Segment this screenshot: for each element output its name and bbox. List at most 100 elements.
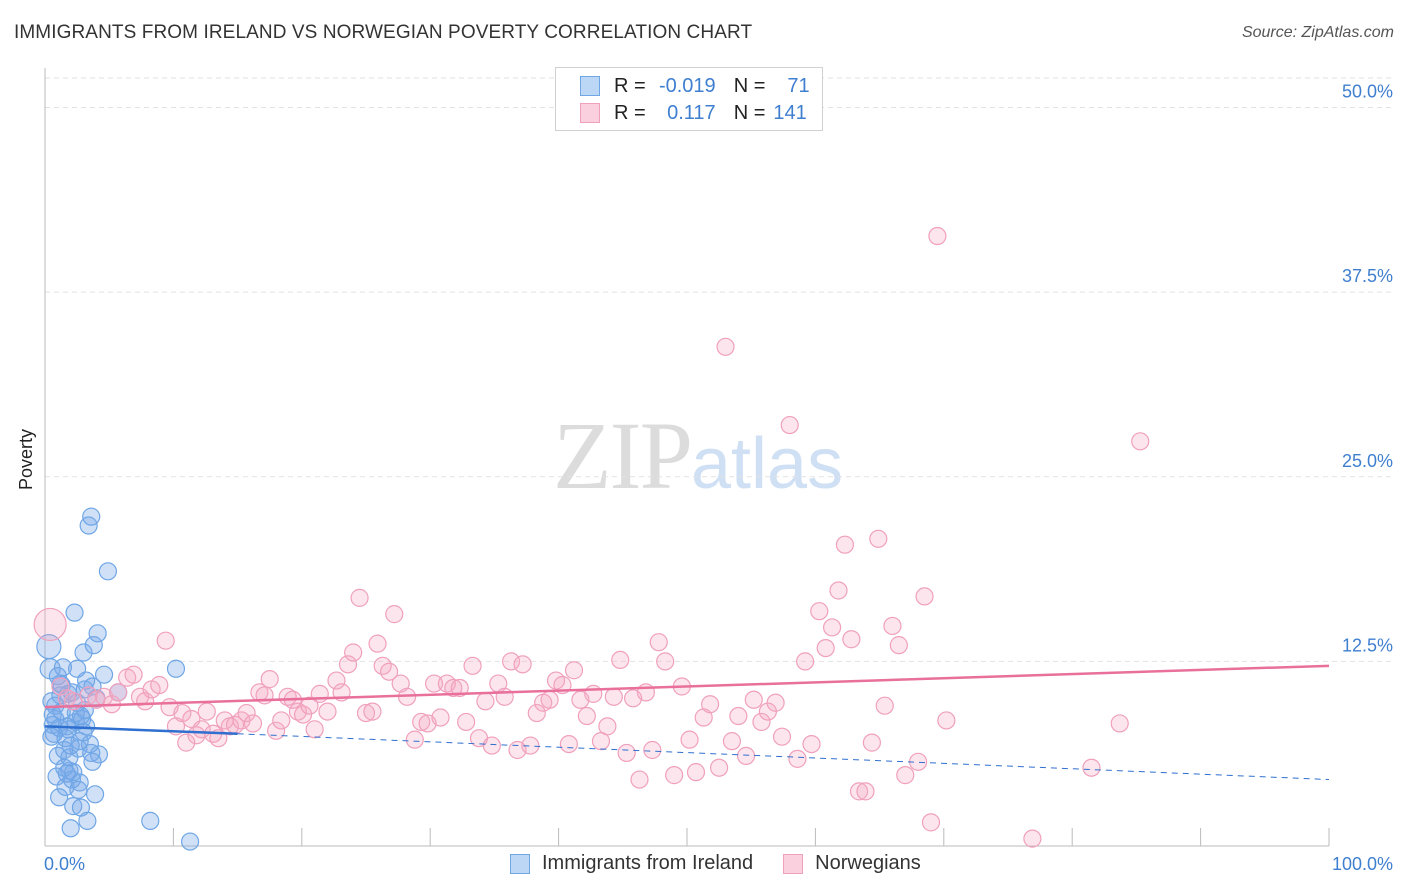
norwegian-point — [829, 581, 848, 600]
legend-swatch-pink — [580, 103, 600, 123]
norwegian-point — [33, 607, 67, 642]
norwegian-point — [780, 415, 799, 435]
norwegian-point — [385, 605, 404, 624]
norwegian-point — [431, 708, 450, 727]
norwegian-point — [729, 706, 748, 726]
norwegian-point — [559, 734, 578, 754]
norwegian-point — [527, 703, 546, 723]
norwegian-point — [177, 733, 196, 752]
ireland-point — [65, 603, 84, 622]
norwegian-point — [540, 690, 559, 709]
norwegian-point — [318, 702, 337, 721]
ireland-point — [82, 507, 101, 526]
ireland-point — [61, 736, 80, 755]
norwegian-point — [598, 717, 617, 736]
norwegian-point — [293, 705, 313, 724]
norwegian-point — [577, 706, 596, 726]
ireland-point — [141, 811, 160, 830]
ireland-point — [74, 723, 93, 742]
legend-r-label: R = — [614, 74, 646, 97]
norwegian-point — [928, 226, 947, 246]
norwegian-point — [856, 782, 875, 801]
norwegian-point — [124, 665, 143, 684]
norwegian-point — [1131, 432, 1150, 451]
norwegian-point — [736, 746, 756, 766]
ireland-point — [69, 780, 88, 799]
norwegian-point — [405, 730, 424, 749]
norwegian-point — [937, 711, 956, 730]
norwegian-point — [272, 711, 291, 730]
norwegian-point — [1110, 714, 1129, 733]
legend-n-value: 141 — [773, 101, 807, 124]
norwegian-point — [368, 634, 387, 653]
norwegian-point — [237, 703, 256, 723]
norwegian-point — [802, 734, 821, 754]
norwegian-point — [772, 727, 792, 746]
legend-label-ireland: Immigrants from Ireland — [542, 852, 754, 874]
norwegian-point — [350, 588, 369, 607]
norwegian-point — [1023, 829, 1042, 848]
norwegian-point — [173, 703, 192, 723]
norwegian-point — [862, 733, 881, 752]
ireland-point — [48, 667, 67, 686]
norwegian-point — [338, 655, 358, 674]
y-tick-label: 12.5% — [1342, 635, 1393, 655]
norwegian-point — [701, 695, 720, 714]
norwegian-point — [921, 813, 941, 832]
x-tick-label: 0.0% — [44, 854, 85, 874]
norwegian-point — [889, 636, 908, 655]
norwegian-point — [604, 687, 623, 706]
norwegian-point — [444, 678, 463, 698]
norwegian-point — [816, 638, 835, 658]
legend-n-value: 71 — [787, 74, 810, 97]
legend-r-value: 0.117 — [667, 101, 716, 124]
legend-swatch-blue — [580, 76, 600, 96]
norwegian-point — [680, 730, 699, 749]
norwegian-point — [709, 758, 729, 777]
norwegian-point — [649, 633, 668, 652]
legend-n-label: N = — [733, 74, 766, 97]
norwegian-point — [643, 740, 662, 760]
norwegian-point — [744, 690, 763, 709]
norwegian-point — [564, 661, 584, 680]
ireland-point — [70, 732, 89, 751]
ireland-point — [76, 671, 96, 690]
legend-r-value: -0.019 — [658, 74, 716, 97]
ireland-point — [61, 819, 80, 838]
y-tick-label: 25.0% — [1342, 451, 1393, 471]
norwegian-point — [584, 684, 603, 703]
ireland-point — [74, 643, 93, 662]
norwegian-point — [915, 587, 934, 606]
y-tick-label: 37.5% — [1342, 266, 1393, 286]
legend-item-ireland[interactable]: Immigrants from Ireland — [510, 852, 753, 875]
ireland-point — [64, 763, 83, 782]
x-tick-label: 100.0% — [1332, 854, 1393, 874]
norwegian-point — [686, 763, 706, 782]
ireland-trend-line — [44, 725, 238, 736]
legend-row-ireland: R = -0.019 N = 71 — [580, 74, 810, 98]
norwegian-point — [450, 678, 469, 698]
norwegian-point — [305, 720, 324, 739]
norwegian-point — [300, 696, 319, 715]
norwegian-point — [278, 687, 297, 706]
norwegian-point — [136, 692, 155, 711]
norwegian-point — [822, 618, 842, 637]
norwegian-point — [875, 696, 894, 715]
ireland-point — [85, 785, 105, 804]
watermark: ZIPatlas — [553, 400, 843, 511]
legend-item-norwegians[interactable]: Norwegians — [783, 852, 921, 875]
chart-title: IMMIGRANTS FROM IRELAND VS NORWEGIAN POV… — [14, 22, 753, 43]
norwegian-point — [716, 337, 735, 356]
norwegian-point — [869, 529, 888, 548]
norwegian-point — [495, 687, 514, 706]
ireland-point — [94, 665, 114, 684]
norwegian-point — [288, 702, 308, 721]
norwegian-point — [156, 631, 175, 650]
norwegian-point — [810, 602, 829, 621]
norwegian-point — [849, 782, 869, 801]
norwegian-point — [363, 702, 382, 721]
norwegian-point — [380, 662, 399, 681]
norwegian-point — [260, 670, 279, 689]
norwegian-point — [883, 616, 902, 636]
